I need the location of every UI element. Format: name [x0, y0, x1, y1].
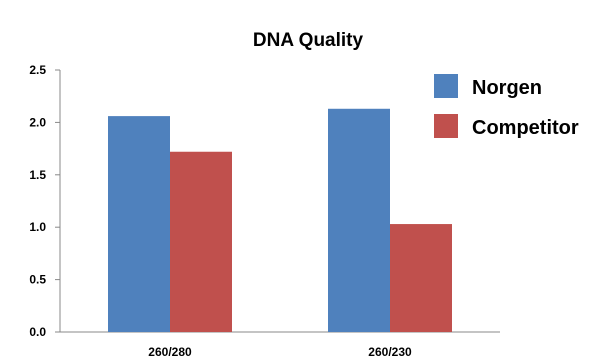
- legend: Norgen Competitor: [434, 74, 579, 139]
- chart-title: DNA Quality: [253, 30, 364, 51]
- y-tick-label: 2.0: [29, 115, 46, 129]
- y-tick-label: 0.0: [29, 325, 46, 339]
- y-tick-label: 0.5: [29, 273, 46, 287]
- bar-competitor-0: [170, 151, 232, 332]
- y-tick-label: 1.5: [29, 168, 46, 182]
- bar-norgen-0: [108, 116, 170, 332]
- legend-swatch-competitor: [434, 114, 458, 138]
- y-tick-label: 2.5: [29, 63, 46, 77]
- x-tick-label: 260/230: [368, 345, 412, 359]
- bar-competitor-1: [390, 224, 452, 332]
- legend-label-competitor: Competitor: [472, 117, 579, 139]
- y-tick-label: 1.0: [29, 220, 46, 234]
- bars: [108, 108, 452, 332]
- bar-norgen-1: [328, 108, 390, 332]
- x-tick-label: 260/280: [148, 345, 192, 359]
- legend-swatch-norgen: [434, 74, 458, 98]
- legend-label-norgen: Norgen: [472, 77, 542, 99]
